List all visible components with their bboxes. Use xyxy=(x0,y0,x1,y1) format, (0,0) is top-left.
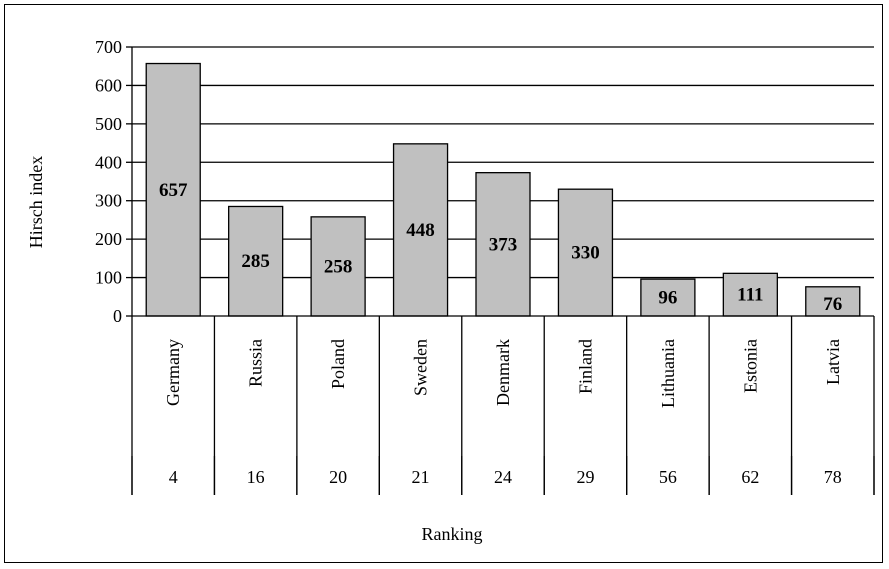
ranking-label: 16 xyxy=(247,467,265,487)
bars xyxy=(145,62,861,317)
category-label: Lithuania xyxy=(658,339,678,408)
category-label: Finland xyxy=(575,339,595,394)
y-tick-label: 200 xyxy=(95,229,122,249)
bar xyxy=(557,188,614,317)
category-label: Poland xyxy=(328,339,348,389)
category-label: Estonia xyxy=(740,339,760,393)
y-tick-label: 300 xyxy=(95,191,122,211)
bar xyxy=(805,286,861,317)
data-label: 76 xyxy=(823,294,842,315)
y-tick-label: 700 xyxy=(95,37,122,57)
y-tick-label: 600 xyxy=(95,75,122,95)
ranking-label: 21 xyxy=(412,467,430,487)
data-label: 373 xyxy=(489,234,518,255)
ranking-label: 62 xyxy=(741,467,759,487)
bar xyxy=(310,216,366,317)
data-label: 111 xyxy=(737,285,763,306)
ranking-label: 24 xyxy=(494,467,512,487)
bar xyxy=(722,272,778,317)
data-label: 258 xyxy=(324,256,353,277)
category-label: Denmark xyxy=(493,339,513,406)
category-label: Latvia xyxy=(823,339,843,385)
data-label: 657 xyxy=(159,180,188,201)
y-axis-label: Hirsch index xyxy=(26,156,46,248)
category-label: Sweden xyxy=(411,339,431,396)
y-tick-label: 500 xyxy=(95,114,122,134)
data-label: 285 xyxy=(241,251,270,272)
y-tick-label: 400 xyxy=(95,152,122,172)
x-axis-label: Ranking xyxy=(422,524,483,544)
ranking-label: 20 xyxy=(329,467,347,487)
data-label: 330 xyxy=(571,243,600,264)
y-tick-labels: 0 100 200 300 400 500 600 700 xyxy=(95,37,122,326)
ranking-label: 29 xyxy=(576,467,594,487)
data-label: 96 xyxy=(658,288,677,309)
category-label: Russia xyxy=(246,339,266,387)
y-tick-label: 0 xyxy=(113,306,122,326)
ranking-label: 4 xyxy=(169,467,178,487)
data-label: 448 xyxy=(406,220,435,241)
bar xyxy=(228,205,284,317)
ranking-label: 78 xyxy=(824,467,842,487)
chart-frame xyxy=(4,4,883,563)
axes xyxy=(131,47,875,495)
category-label: Germany xyxy=(163,339,183,406)
category-labels: Germany 4 Russia 16 Poland 20 Sweden 21 Denmark 2… xyxy=(163,339,843,487)
y-tick-label: 100 xyxy=(95,268,122,288)
data-labels: 657 285 258 448 373 330 96 111 76 xyxy=(159,180,842,315)
ranking-label: 56 xyxy=(659,467,677,487)
bar xyxy=(145,62,201,317)
